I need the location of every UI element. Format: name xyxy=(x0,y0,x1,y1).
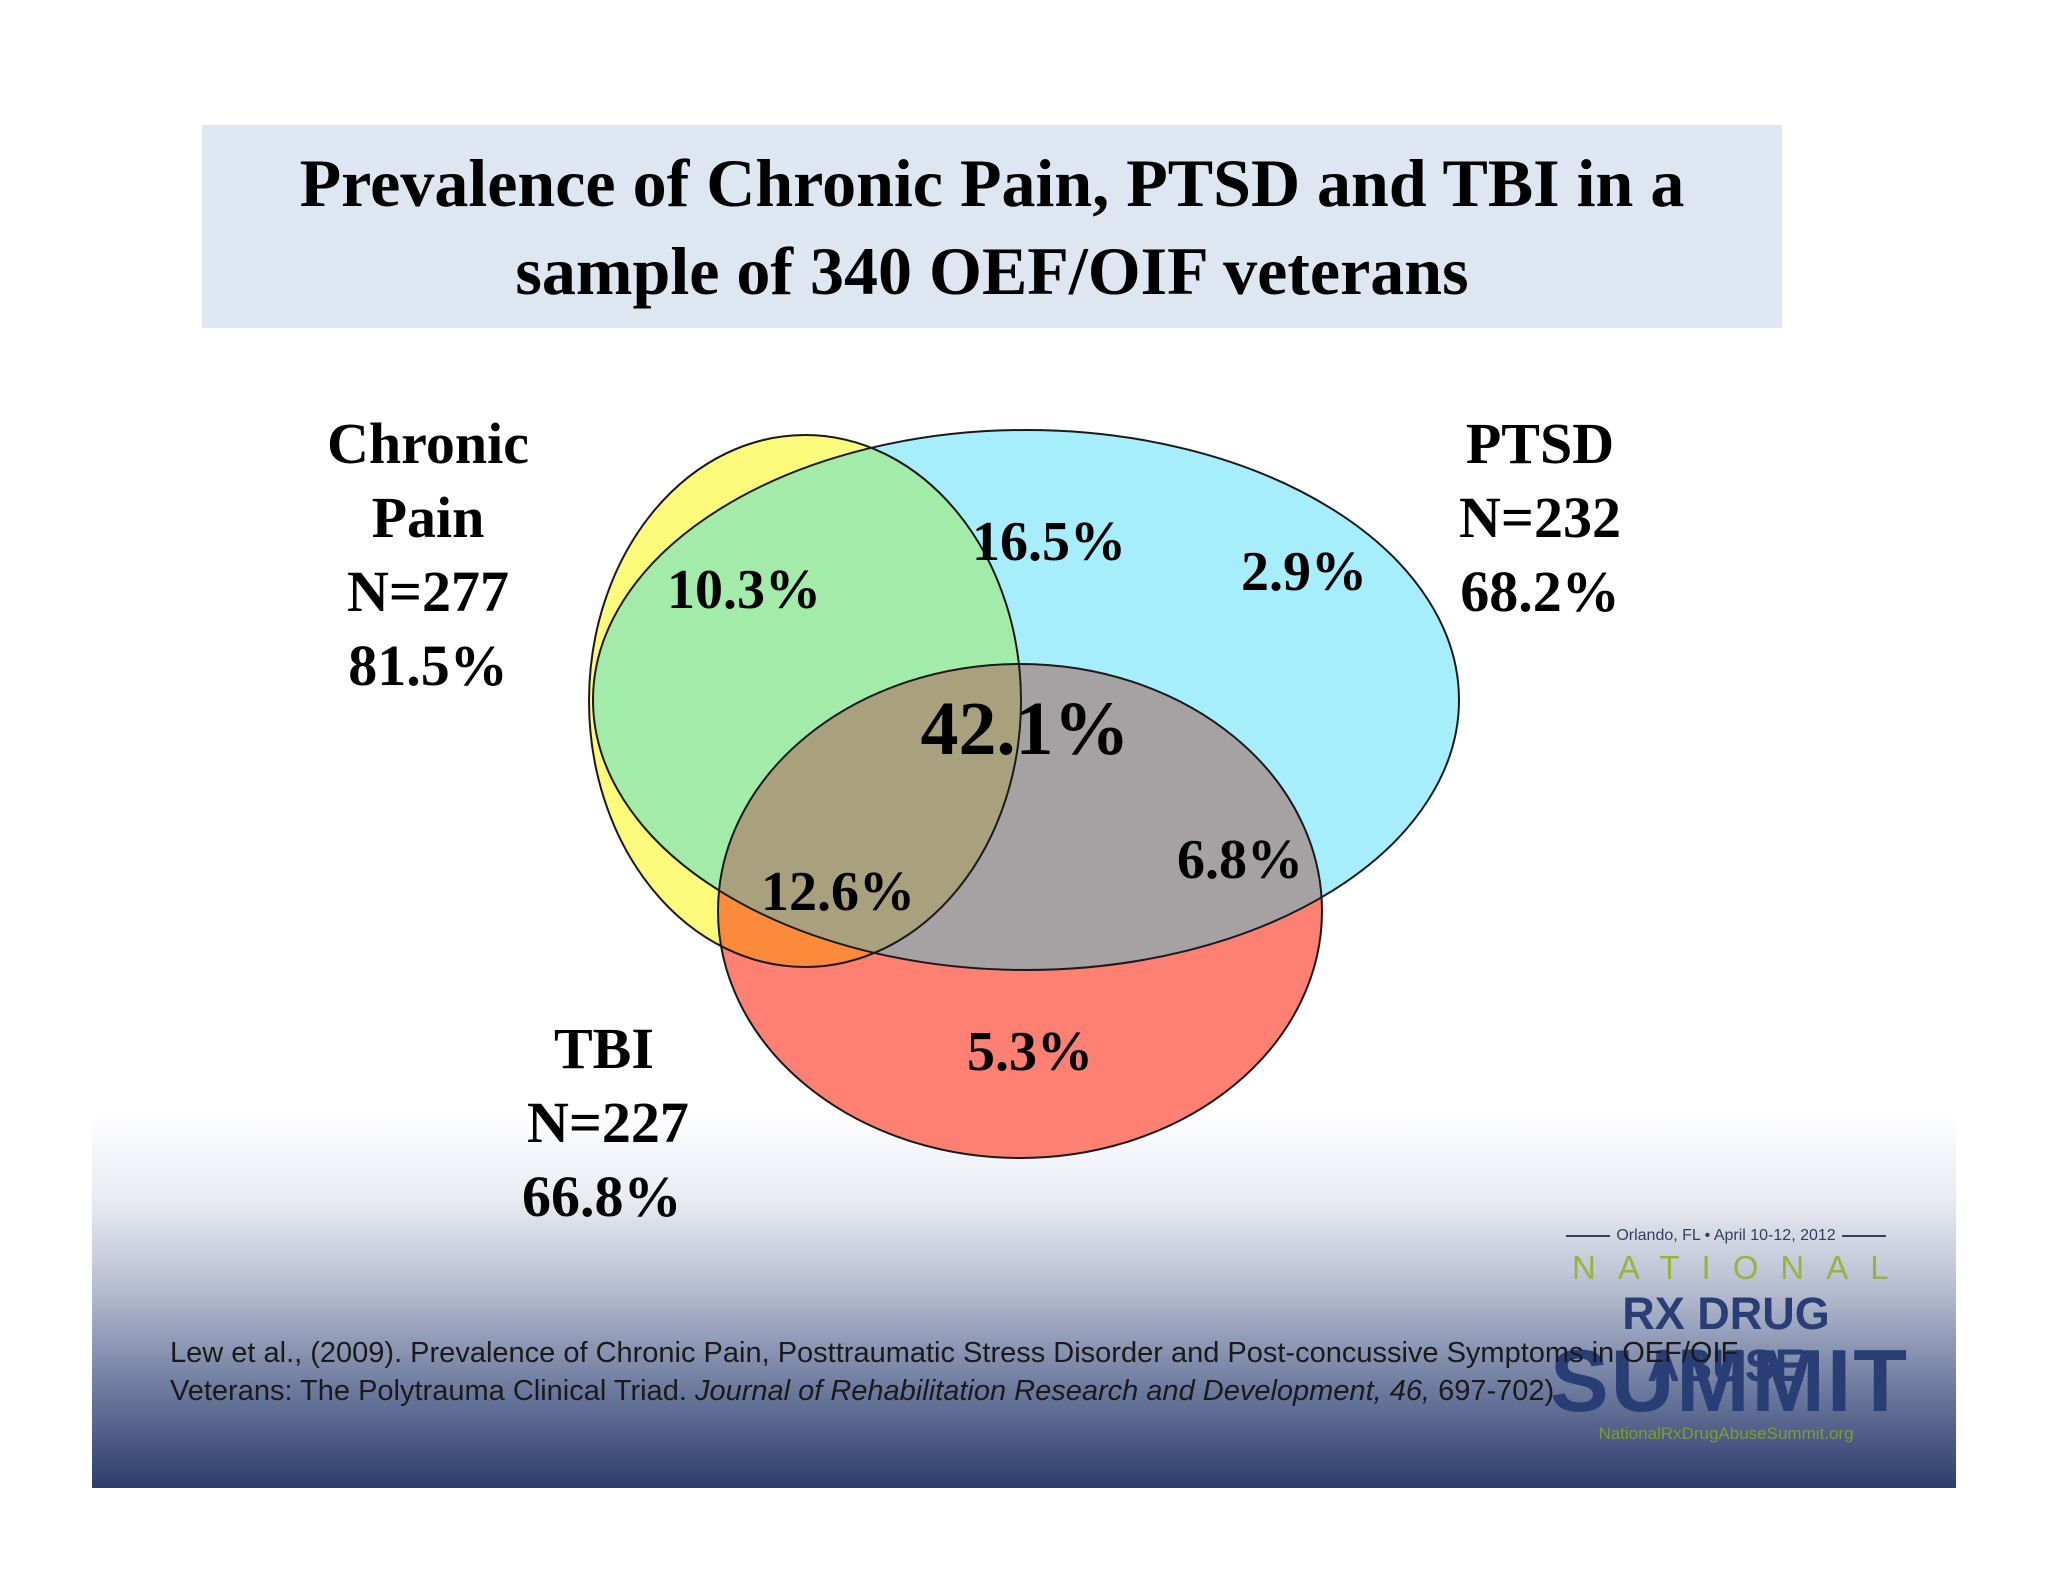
region-ptsd-only-value: 2.9% xyxy=(1241,541,1367,603)
ptsd-label: PTSD N=232 68.2% xyxy=(1440,407,1640,629)
tbi-label: TBI N=227 66.8% xyxy=(522,1012,742,1234)
logo-date-line: Orlando, FL • April 10-12, 2012 xyxy=(1550,1224,1902,1248)
region-ptsd-tbi-value: 6.8% xyxy=(1177,829,1303,891)
chronic-pain-outline xyxy=(588,434,1022,968)
region-tbi-only-value: 5.3% xyxy=(967,1021,1093,1083)
citation-journal: Journal of Rehabilitation Research and D… xyxy=(694,1375,1431,1407)
chronic-pain-label: Chronic Pain N=277 81.5% xyxy=(298,407,558,703)
title-box: Prevalence of Chronic Pain, PTSD and TBI… xyxy=(202,125,1782,328)
region-all-three-value: 42.1% xyxy=(921,687,1130,771)
tbi-outline xyxy=(717,663,1323,1159)
ptsd-name: PTSD xyxy=(1465,411,1615,476)
chronic-pain-n: N=277 xyxy=(347,559,509,624)
ptsd-pct: 68.2% xyxy=(1460,559,1620,624)
chronic-pain-name-line-1: Chronic xyxy=(327,411,529,476)
region-pain-only-value: 10.3% xyxy=(667,559,821,621)
ptsd-outline xyxy=(592,429,1460,971)
logo-summit: SUMMIT xyxy=(1550,1331,1910,1430)
title-line-2: sample of 340 OEF/OIF veterans xyxy=(515,232,1469,309)
citation: Lew et al., (2009). Prevalence of Chroni… xyxy=(170,1334,1830,1410)
venn-overlaps xyxy=(593,435,1322,970)
logo-rx-drug-abuse: RX DRUG ABUSE xyxy=(1622,1288,1830,1391)
region-pain-tbi-value: 12.6% xyxy=(761,861,915,923)
tbi-n: N=227 xyxy=(527,1090,689,1155)
citation-line-2-plain: Veterans: The Polytrauma Clinical Triad. xyxy=(170,1375,695,1407)
citation-line-2: Veterans: The Polytrauma Clinical Triad.… xyxy=(170,1372,1830,1410)
tbi-name: TBI xyxy=(554,1016,654,1081)
region-pain-ptsd-value: 16.5% xyxy=(972,511,1126,573)
summit-logo: Orlando, FL • April 10-12, 2012 NATIONAL… xyxy=(1550,1224,1911,1450)
ptsd-n: N=232 xyxy=(1459,485,1621,550)
chronic-pain-name-line-2: Pain xyxy=(371,485,485,550)
chronic-pain-pct: 81.5% xyxy=(348,633,508,698)
logo-national: NATIONAL xyxy=(1572,1249,1911,1286)
venn-outlines xyxy=(588,429,1460,1159)
tbi-pct: 66.8% xyxy=(522,1164,682,1229)
citation-line-2-end: 697-702) xyxy=(1430,1375,1555,1407)
logo-date: Orlando, FL • April 10-12, 2012 xyxy=(1616,1227,1836,1244)
logo-url: NationalRxDrugAbuseSummit.org xyxy=(1598,1424,1854,1443)
title-line-1: Prevalence of Chronic Pain, PTSD and TBI… xyxy=(299,144,1685,221)
citation-line-1: Lew et al., (2009). Prevalence of Chroni… xyxy=(170,1337,1739,1369)
